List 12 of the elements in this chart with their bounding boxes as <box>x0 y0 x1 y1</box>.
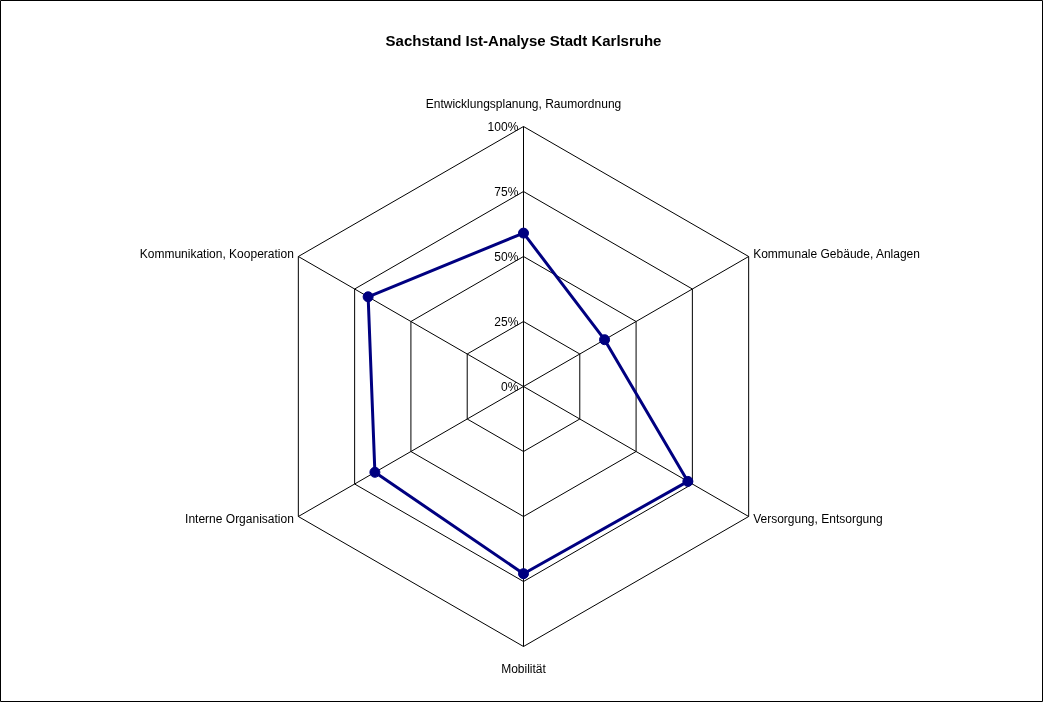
spoke-label: Mobilität <box>501 662 547 677</box>
y-tick-label: 0% <box>500 379 519 394</box>
y-tick-label: 50% <box>494 249 519 264</box>
spoke-label: Interne Organisation <box>185 512 294 527</box>
spoke-label: Kommunale Gebäude, Anlagen <box>753 246 920 261</box>
chart-title: Sachstand Ist-Analyse Stadt Karlsruhe <box>385 32 662 49</box>
spoke-label: Versorgung, Entsorgung <box>753 512 883 527</box>
y-tick-label: 100% <box>487 119 519 134</box>
spoke-label: Kommunikation, Kooperation <box>139 246 294 261</box>
y-tick-label: 25% <box>494 314 519 329</box>
y-tick-label: 75% <box>494 184 519 199</box>
spoke-label: Entwicklungsplanung, Raumordnung <box>425 96 622 111</box>
